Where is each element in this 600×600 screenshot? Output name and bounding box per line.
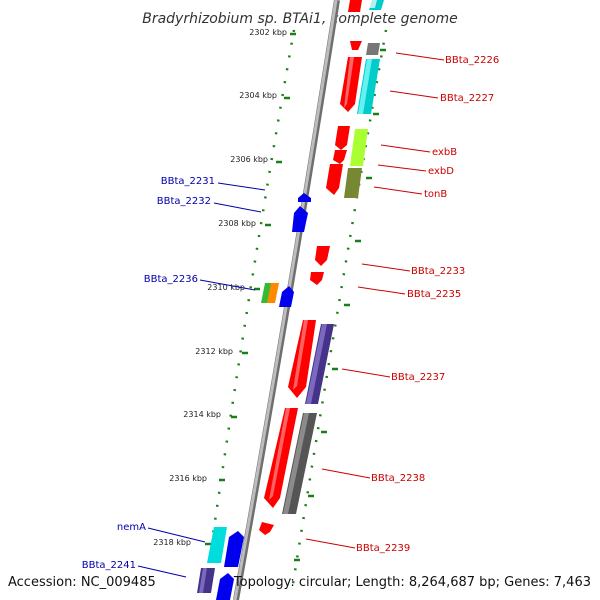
- kbp-label-2310: 2310 kbp: [207, 283, 245, 292]
- label-exbb: exbB: [432, 147, 457, 158]
- label-bbta-2238: BBta_2238: [371, 473, 425, 484]
- gene-nema-blue: [224, 531, 244, 567]
- label-bbta-2226: BBta_2226: [445, 55, 499, 66]
- kbp-label-2302: 2302 kbp: [249, 28, 287, 37]
- gene-bbta-2239: [259, 522, 274, 535]
- gene-bbta-2241-blue: [216, 573, 234, 600]
- label-bbta-2233: BBta_2233: [411, 266, 465, 277]
- gene-top-red: [348, 0, 362, 12]
- kbp-label-2314: 2314 kbp: [183, 410, 221, 419]
- label-exbd: exbD: [428, 166, 454, 177]
- gene-small-red-arrow: [350, 41, 362, 50]
- gene-red-164: [326, 164, 343, 195]
- kbp-label-2304: 2304 kbp: [239, 91, 277, 100]
- label-bbta-2235: BBta_2235: [407, 289, 461, 300]
- map-title: Bradyrhizobium sp. BTAi1, complete genom…: [142, 11, 458, 27]
- topology-text: Topology: circular; Length: 8,264,687 bp…: [233, 575, 591, 590]
- gene-bbta-2235: [310, 272, 324, 285]
- label-leaders: [137, 52, 445, 578]
- gene-bbta-2233: [315, 246, 330, 266]
- label-tonb: tonB: [424, 189, 447, 200]
- label-bbta-2241: BBta_2241: [82, 560, 136, 571]
- kbp-label-2318: 2318 kbp: [153, 538, 191, 547]
- label-bbta-2239: BBta_2239: [356, 543, 410, 554]
- gene-bbta-2236-orange: [267, 283, 279, 303]
- gene-bbta-2231: [298, 193, 311, 202]
- kbp-label-2306: 2306 kbp: [230, 155, 268, 164]
- label-bbta-2236: BBta_2236: [144, 274, 198, 285]
- gene-bbta-2236-green: [261, 283, 272, 303]
- gene-gray-small: [366, 43, 380, 55]
- label-nema: nemA: [117, 522, 146, 533]
- gene-red-150: [333, 150, 347, 164]
- gene-bbta-2236-blue: [279, 286, 294, 307]
- kbp-label-2308: 2308 kbp: [218, 219, 256, 228]
- kbp-ticks: [205, 32, 386, 562]
- gene-nema: [207, 527, 227, 563]
- gene-exbb: [350, 129, 368, 166]
- gene-tonb: [344, 168, 362, 198]
- forward-strand-genes: [259, 0, 384, 535]
- kbp-label-2316: 2316 kbp: [169, 474, 207, 483]
- label-bbta-2227: BBta_2227: [440, 93, 494, 104]
- label-bbta-2231: BBta_2231: [161, 176, 215, 187]
- reverse-strand-genes: [197, 193, 311, 600]
- gene-red-126: [335, 126, 350, 150]
- gene-bbta-2232: [292, 206, 308, 232]
- kbp-label-2312: 2312 kbp: [195, 347, 233, 356]
- label-bbta-2232: BBta_2232: [157, 196, 211, 207]
- label-bbta-2237: BBta_2237: [391, 372, 445, 383]
- accession-text: Accession: NC_009485: [8, 575, 156, 590]
- scale-tracks: [203, 29, 388, 591]
